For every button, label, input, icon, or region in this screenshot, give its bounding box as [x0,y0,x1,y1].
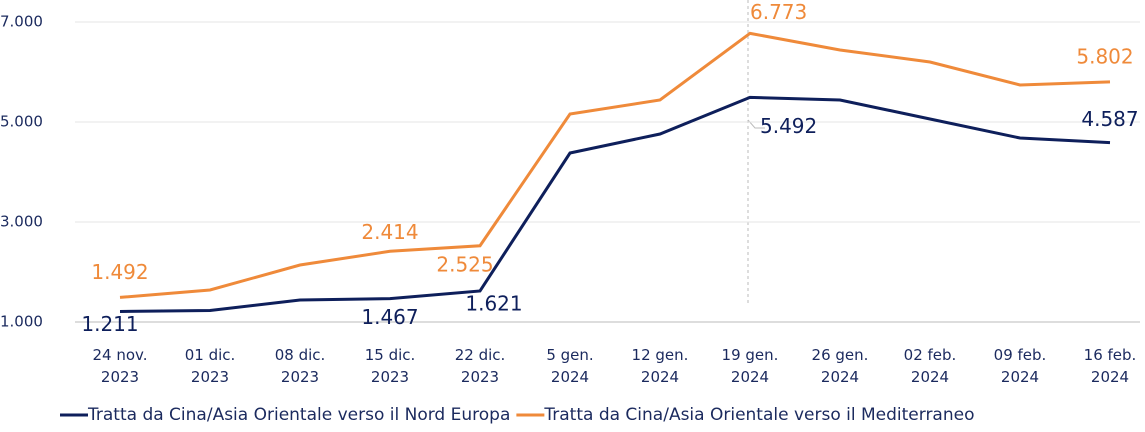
x-tick-label: 22 dic. 2023 [455,346,506,386]
value-label: 5.492 [760,114,817,138]
series-line [119,31,1111,299]
x-tick-label: 5 gen. 2024 [546,346,593,386]
x-tick-label: 19 gen. 2024 [722,346,779,386]
leader-line [747,119,765,129]
value-label: 5.802 [1076,44,1133,68]
value-label: 1.492 [91,260,148,284]
value-label: 2.525 [436,252,493,276]
x-tick-label: 26 gen. 2024 [812,346,869,386]
value-label: 1.467 [361,305,418,329]
x-tick-label: 01 dic. 2023 [185,346,236,386]
x-tick-label: 15 dic. 2023 [365,346,416,386]
y-tick-label: 3.000 [0,213,43,231]
y-tick-label: 1.000 [0,313,43,331]
legend-label: Tratta da Cina/Asia Orientale verso il M… [543,405,974,425]
x-tick-label: 12 gen. 2024 [632,346,689,386]
legend-label: Tratta da Cina/Asia Orientale verso il N… [87,405,510,425]
x-tick-label: 09 feb. 2024 [994,346,1047,386]
value-label: 2.414 [361,220,418,244]
y-tick-label: 5.000 [0,113,43,131]
value-label: 6.773 [750,0,807,24]
x-tick-label: 24 nov. 2023 [92,346,147,386]
value-label: 4.587 [1081,107,1138,131]
value-label: 1.621 [465,291,522,315]
x-tick-label: 08 dic. 2023 [275,346,326,386]
x-tick-label: 02 feb. 2024 [904,346,957,386]
x-tick-label: 16 feb. 2024 [1084,346,1137,386]
series-line [119,95,1111,313]
value-label: 1.211 [81,312,138,336]
y-tick-label: 7.000 [0,13,43,31]
